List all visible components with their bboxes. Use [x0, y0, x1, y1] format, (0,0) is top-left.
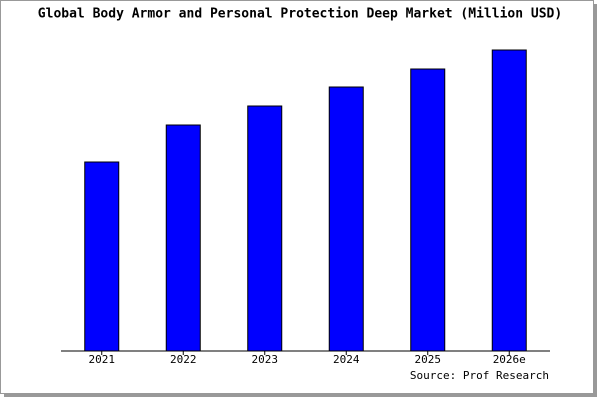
bar: [84, 161, 120, 352]
x-tick-label: 2022: [170, 353, 197, 366]
x-tick-label: 2025: [415, 353, 442, 366]
x-tick-label: 2026e: [493, 353, 526, 366]
x-tick-label: 2023: [252, 353, 279, 366]
chart-title: Global Body Armor and Personal Protectio…: [38, 7, 562, 22]
x-tick-label: 2021: [89, 353, 116, 366]
bar: [247, 105, 283, 352]
plot-area: [61, 48, 550, 351]
source: Source: Prof Research: [410, 369, 549, 382]
bar: [491, 49, 527, 352]
bar: [328, 86, 364, 352]
x-tick-label: 2024: [333, 353, 360, 366]
bar: [165, 124, 201, 352]
bar: [410, 68, 446, 352]
